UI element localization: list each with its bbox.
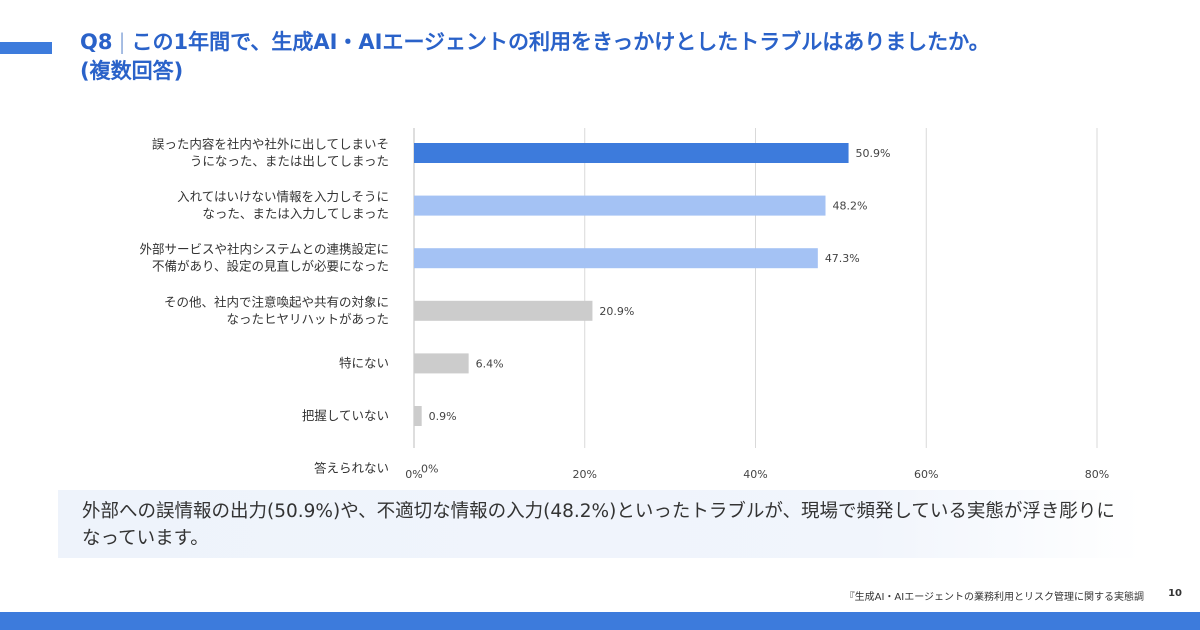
category-label: その他、社内で注意喚起や共有の対象になったヒヤリハットがあった bbox=[164, 294, 389, 326]
category-label-line: 誤った内容を社内や社外に出してしまいそ bbox=[152, 137, 389, 152]
category-label-line: 答えられない bbox=[314, 461, 389, 476]
footer-source: 『生成AI・AIエージェントの業務利用とリスク管理に関する実態調 bbox=[844, 592, 1144, 603]
bar-value-label: 47.3% bbox=[825, 252, 860, 265]
category-label: 誤った内容を社内や社外に出してしまいそうになった、または出してしまった bbox=[152, 137, 389, 169]
bar-value-label: 20.9% bbox=[599, 305, 634, 318]
category-label-line: 特にない bbox=[339, 355, 389, 370]
bar bbox=[414, 195, 826, 216]
bar bbox=[414, 300, 593, 321]
x-tick-label: 60% bbox=[914, 468, 938, 481]
category-label-line: その他、社内で注意喚起や共有の対象に bbox=[164, 294, 389, 309]
question-text: この1年間で、生成AI・AIエージェントの利用をきっかけとしたトラブルはありまし… bbox=[131, 30, 990, 54]
bar bbox=[414, 143, 849, 163]
category-label-line: なったヒヤリハットがあった bbox=[226, 311, 389, 326]
category-label: 把握していない bbox=[302, 408, 389, 423]
summary-box: 外部への誤情報の出力(50.9%)や、不適切な情報の入力(48.2%)といったト… bbox=[58, 490, 1142, 558]
category-label: 答えられない bbox=[314, 461, 389, 476]
page-number: 10 bbox=[1168, 588, 1182, 599]
title-separator: | bbox=[118, 30, 126, 54]
summary-text: 外部への誤情報の出力(50.9%)や、不適切な情報の入力(48.2%)といったト… bbox=[82, 501, 1115, 549]
x-tick-label: 20% bbox=[573, 468, 597, 481]
category-label-line: うになった、または出してしまった bbox=[190, 154, 389, 169]
category-label-line: なった、または入力してしまった bbox=[202, 206, 389, 221]
x-tick-label: 40% bbox=[743, 468, 767, 481]
category-label-line: 入れてはいけない情報を入力しそうに bbox=[177, 189, 389, 204]
bar bbox=[414, 353, 469, 374]
bar-value-label: 0.9% bbox=[429, 410, 457, 423]
x-tick-label: 80% bbox=[1085, 468, 1109, 481]
title-accent-bar bbox=[0, 42, 52, 54]
bar-value-label: 48.2% bbox=[833, 200, 868, 213]
multiple-answer-note: (複数回答) bbox=[80, 59, 184, 83]
bar-chart: 0% 20% 40% 60% 80% 50.9% 誤った内容を社内や社外に出してしまいそうに… bbox=[139, 128, 1109, 481]
category-label: 特にない bbox=[339, 355, 389, 370]
category-label-line: 外部サービスや社内システムとの連携設定に bbox=[139, 242, 389, 257]
x-tick-label: 0% bbox=[405, 468, 422, 481]
footer-bar bbox=[0, 612, 1200, 630]
category-label-line: 不備があり、設定の見直しが必要になった bbox=[152, 259, 389, 274]
bar bbox=[414, 406, 422, 426]
question-number: Q8 bbox=[80, 30, 113, 54]
page-title: Q8 | この1年間で、生成AI・AIエージェントの利用をきっかけとしたトラブルはあ… bbox=[80, 28, 1180, 86]
category-label: 外部サービスや社内システムとの連携設定に不備があり、設定の見直しが必要になった bbox=[139, 242, 389, 274]
bar-value-label: 0% bbox=[421, 463, 438, 476]
bar bbox=[414, 248, 818, 269]
category-label: 入れてはいけない情報を入力しそうになった、または入力してしまった bbox=[177, 189, 389, 221]
bar-value-label: 50.9% bbox=[856, 147, 891, 160]
bar-value-label: 6.4% bbox=[476, 357, 504, 370]
category-label-line: 把握していない bbox=[302, 408, 389, 423]
